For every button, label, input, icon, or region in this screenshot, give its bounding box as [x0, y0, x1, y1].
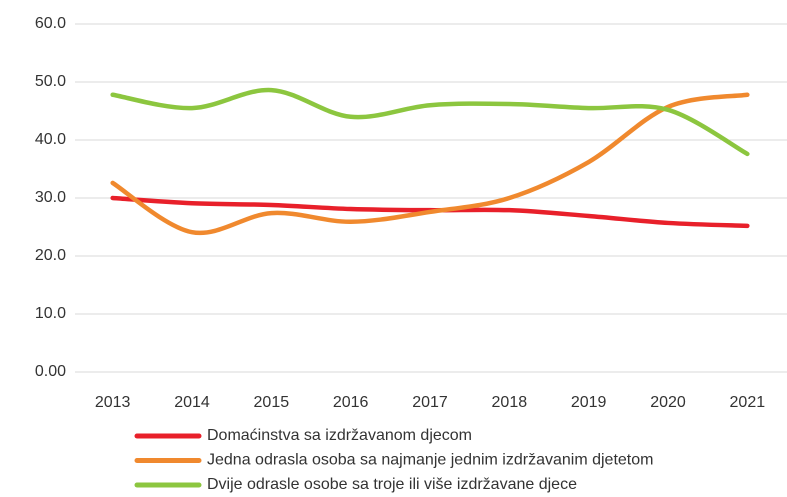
y-tick-label: 0.00	[35, 363, 66, 380]
legend-label: Dvije odrasle osobe sa troje ili više iz…	[207, 476, 577, 493]
x-tick-label: 2020	[650, 394, 686, 411]
y-tick-label: 10.0	[35, 305, 66, 322]
y-tick-label: 30.0	[35, 189, 66, 206]
y-tick-label: 50.0	[35, 73, 66, 90]
x-tick-label: 2021	[730, 394, 766, 411]
x-tick-label: 2016	[333, 394, 369, 411]
series-line	[110, 87, 750, 157]
x-tick-label: 2014	[174, 394, 210, 411]
y-tick-label: 60.0	[35, 15, 66, 32]
x-tick-label: 2017	[412, 394, 448, 411]
x-tick-label: 2019	[571, 394, 607, 411]
x-tick-label: 2018	[492, 394, 528, 411]
series-line	[110, 92, 750, 236]
legend-label: Domaćinstva sa izdržavanom djecom	[207, 427, 472, 444]
y-tick-label: 40.0	[35, 131, 66, 148]
x-tick-label: 2015	[254, 394, 290, 411]
x-tick-label: 2013	[95, 394, 131, 411]
legend-label: Jedna odrasla osoba sa najmanje jednim i…	[207, 452, 653, 469]
y-tick-label: 20.0	[35, 247, 66, 264]
